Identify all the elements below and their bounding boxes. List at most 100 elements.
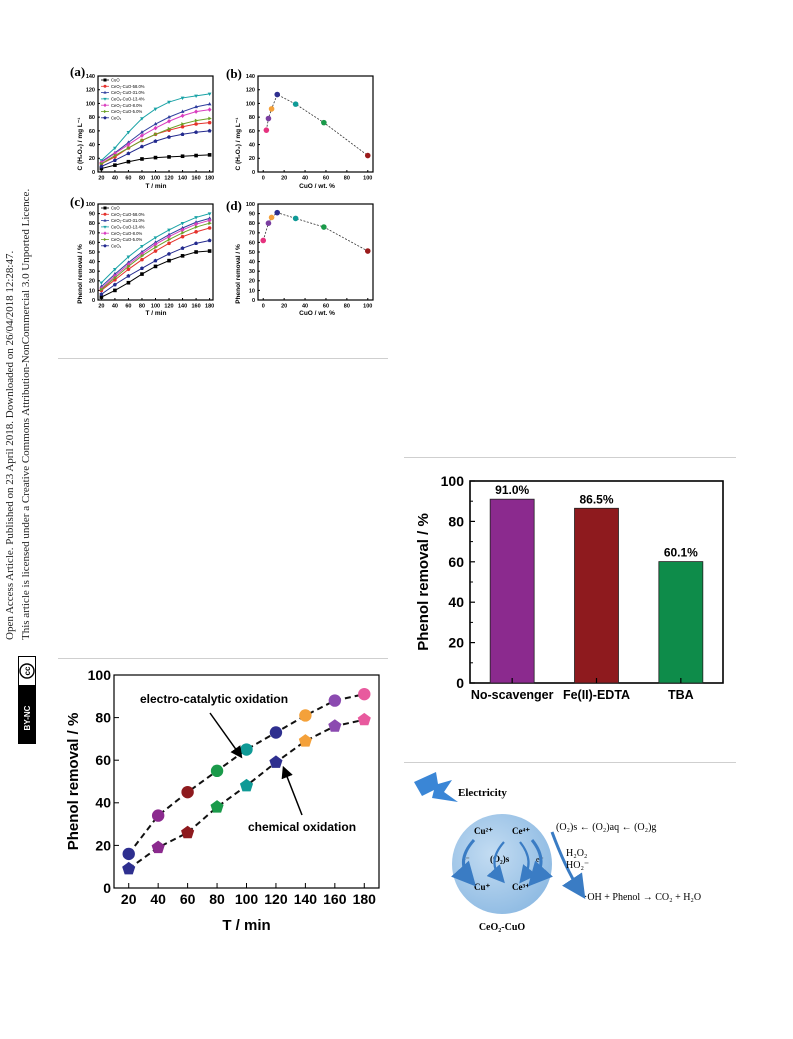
y-tick-label: 120	[86, 88, 95, 94]
legend-marker	[103, 231, 107, 236]
license-sidebar: Open Access Article. Published on 23 Apr…	[2, 120, 40, 660]
y-tick-label: 90	[249, 212, 255, 218]
x-tick-label: TBA	[668, 688, 694, 702]
data-point	[194, 250, 198, 254]
panel-c-label: (c)	[70, 194, 84, 209]
bar	[574, 507, 619, 684]
x-tick-label: 40	[302, 304, 308, 310]
data-point	[208, 221, 212, 226]
y-tick-label: 50	[89, 250, 95, 256]
x-tick-label: 80	[209, 891, 225, 907]
y-tick-label: 80	[249, 115, 255, 121]
y-tick-label: 140	[86, 74, 95, 80]
data-point	[167, 119, 172, 124]
panel-c-ylabel: Phenol removal / %	[77, 244, 84, 304]
data-point	[167, 237, 172, 242]
legend-marker	[103, 244, 107, 248]
data-point	[194, 118, 199, 123]
data-point	[112, 282, 117, 287]
data-point	[113, 268, 117, 272]
data-point	[99, 281, 104, 285]
x-tick-label: 20	[121, 891, 137, 907]
panel-d-ylabel: Phenol removal / %	[235, 244, 242, 304]
y-tick-label: 60	[249, 240, 255, 246]
data-point	[274, 91, 281, 98]
licence-notice[interactable]: This article is licensed under a Creativ…	[20, 188, 32, 640]
panel-d-plot: 0 20 40 60 80 100 0 10 20 30 40 50 60 70 80 90 100	[246, 202, 374, 310]
data-point	[180, 254, 185, 258]
data-point	[99, 295, 104, 299]
data-point	[100, 161, 104, 166]
data-point	[358, 687, 371, 701]
data-point	[126, 267, 131, 272]
cc-license-badge[interactable]: cc BY-NC	[18, 656, 36, 744]
x-tick-label: 20	[98, 176, 104, 182]
x-tick-label: Fe(II)-EDTA	[563, 688, 630, 702]
data-point	[207, 238, 212, 243]
y-tick-label: 80	[95, 710, 111, 726]
data-point	[113, 146, 117, 151]
data-point	[126, 255, 131, 259]
y-tick-label: 20	[89, 279, 95, 285]
legend-marker	[103, 116, 107, 120]
data-point	[194, 153, 198, 158]
y-tick-label: 120	[246, 88, 255, 94]
series-annotation: chemical oxidation	[248, 820, 356, 834]
data-point	[194, 241, 199, 246]
x-tick-label: 40	[150, 891, 166, 907]
data-point	[112, 273, 117, 279]
catalyst-label: CeO₂-CuO	[479, 922, 526, 933]
x-tick-label: 40	[302, 176, 308, 182]
cycle-arrow-inner-left	[486, 841, 505, 884]
data-point	[207, 218, 212, 223]
data-point	[292, 101, 299, 107]
data-point	[265, 115, 272, 122]
data-point	[180, 154, 185, 159]
data-point	[112, 158, 117, 163]
x-tick-label: 80	[139, 304, 145, 310]
data-point	[167, 251, 171, 256]
data-point	[153, 236, 158, 240]
data-point	[113, 163, 117, 167]
data-point	[207, 101, 212, 106]
data-point	[127, 264, 131, 269]
panel-c: (c) Phenol removal / % T / min	[70, 194, 166, 317]
y-tick-label: 100	[86, 202, 95, 208]
y-tick-label: 10	[89, 288, 95, 294]
data-point	[207, 216, 212, 220]
data-point	[154, 245, 158, 250]
y-tick-label: 0	[103, 880, 111, 896]
x-tick-label: 180	[205, 176, 214, 182]
data-point	[207, 128, 212, 133]
y-tick-label: 0	[252, 170, 255, 176]
legend-label: CeO₂-CuO-58.0%	[111, 84, 145, 89]
data-point	[240, 743, 253, 756]
legend-label: CeO₂-CuO-13.4%	[111, 225, 145, 230]
x-tick-label: 80	[344, 176, 350, 182]
y-tick-label: 60	[95, 752, 111, 768]
panel-c-xlabel: T / min	[146, 310, 167, 317]
data-point	[113, 153, 118, 158]
divider	[58, 658, 388, 659]
data-point	[298, 734, 312, 747]
panel-a-label: (a)	[70, 64, 85, 79]
legend-marker	[103, 225, 107, 229]
data-point	[140, 117, 144, 121]
data-point	[321, 224, 327, 230]
y-tick-label: 0	[92, 170, 95, 176]
data-point	[269, 755, 283, 768]
divider	[404, 762, 736, 763]
data-point	[194, 122, 198, 126]
series-line	[101, 130, 210, 167]
legend-label: CuO	[111, 78, 120, 83]
data-point	[299, 709, 312, 722]
data-point	[181, 785, 194, 799]
data-point	[126, 140, 131, 144]
data-point	[207, 249, 212, 253]
panel-b-plot: 0 20 40 60 80 100 0 20 40 60 80 100 120 140	[246, 74, 374, 182]
reaction-equation: ·OH + Phenol → CO₂ + H₂O	[584, 892, 701, 903]
y-tick-label: 30	[89, 269, 95, 275]
legend-label: CeO₂-CuO-5.0%	[111, 237, 142, 242]
y-tick-label: 100	[86, 101, 95, 107]
